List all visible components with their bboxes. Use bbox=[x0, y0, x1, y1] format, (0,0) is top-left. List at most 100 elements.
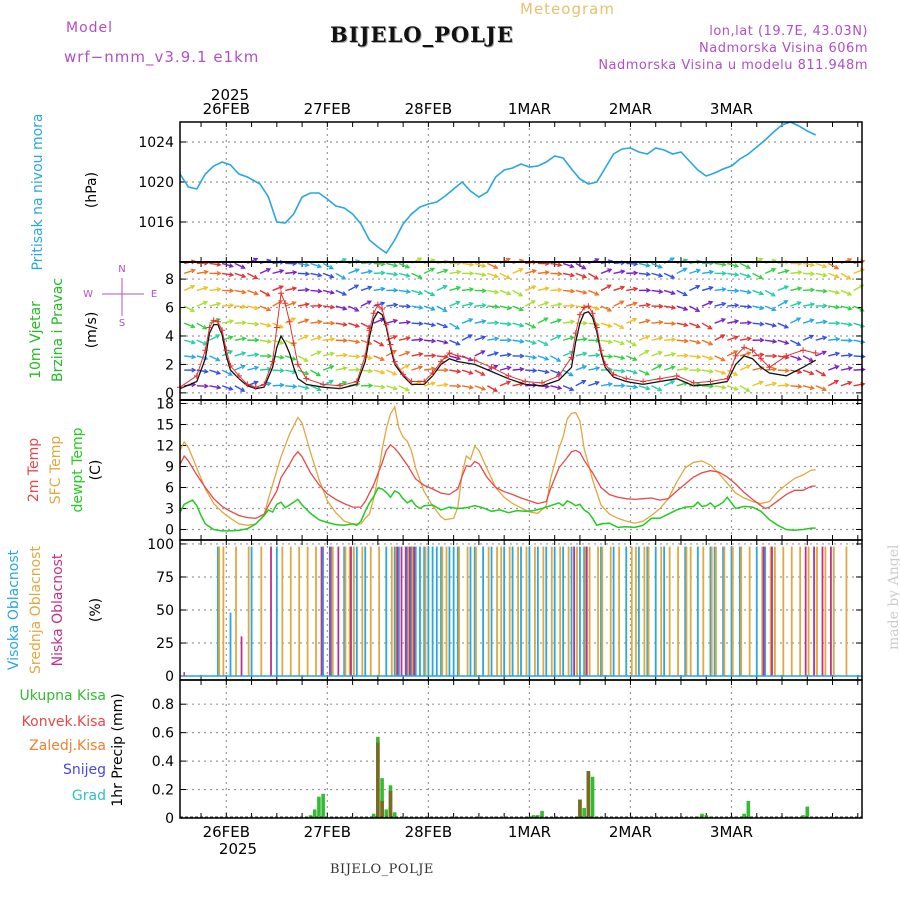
wind-barb-head bbox=[734, 272, 740, 277]
wind-barb bbox=[209, 385, 221, 389]
wind-barb-head bbox=[456, 269, 462, 275]
wind-barb-head bbox=[532, 368, 538, 373]
wind-barb-head bbox=[492, 387, 498, 392]
meteogram-label: Meteogram bbox=[520, 0, 615, 18]
wind-barb-head bbox=[481, 386, 487, 391]
wind-barb bbox=[398, 321, 410, 324]
wind-barb bbox=[828, 272, 839, 278]
wind-barb bbox=[600, 268, 612, 275]
wind-barb bbox=[803, 288, 815, 292]
wind-barb bbox=[651, 385, 662, 392]
wind-barb-head bbox=[809, 302, 816, 308]
precip-unit: 1hr Precip (mm) bbox=[110, 693, 126, 806]
top-date-tick-1MAR: 1MAR bbox=[508, 100, 551, 118]
wind-barb-head bbox=[454, 324, 461, 330]
wind-barb-head bbox=[229, 302, 235, 308]
wind-barb-head bbox=[784, 382, 791, 388]
wind-barb bbox=[840, 367, 852, 371]
wind-barb bbox=[651, 289, 663, 293]
wind-barb-head bbox=[431, 338, 437, 344]
wind-barb bbox=[701, 301, 713, 307]
wind-barb bbox=[310, 336, 322, 341]
wind-barb-head bbox=[518, 268, 524, 273]
wind-barb-head bbox=[720, 356, 726, 362]
wind-barb bbox=[487, 337, 499, 341]
wind-barb bbox=[563, 289, 575, 293]
wind-barb-head bbox=[418, 321, 424, 327]
wind-barb-head bbox=[469, 270, 475, 276]
wind-barb bbox=[550, 288, 562, 292]
wind-barb bbox=[802, 262, 815, 267]
wind-barb-head bbox=[279, 340, 285, 345]
wind-barb-head bbox=[443, 339, 449, 345]
wind-barb-head bbox=[783, 324, 790, 329]
wind-barb-head bbox=[644, 371, 651, 376]
wind-barb-head bbox=[657, 386, 663, 392]
wind-barb-head bbox=[480, 371, 486, 376]
precip-bar-mixed bbox=[586, 771, 591, 818]
top-date-tick-27FEB: 27FEB bbox=[304, 100, 351, 118]
wind-gust-marker bbox=[227, 362, 234, 369]
wind-barb-head bbox=[582, 289, 588, 295]
wind-barb bbox=[701, 355, 713, 360]
wind-barb-head bbox=[671, 337, 677, 343]
wind-barb bbox=[285, 287, 297, 292]
wind-barb bbox=[664, 322, 676, 325]
pressure-frame bbox=[179, 121, 863, 263]
wind-barb-head bbox=[316, 263, 323, 269]
wind-gust-marker bbox=[383, 321, 390, 328]
wind-barb-head bbox=[746, 289, 752, 295]
precip-bar bbox=[805, 806, 810, 818]
wind-barb bbox=[310, 262, 322, 268]
wind-barb-head bbox=[645, 385, 651, 391]
wind-barb bbox=[714, 369, 726, 375]
wind-barb bbox=[840, 305, 852, 310]
precip-bar bbox=[312, 809, 317, 818]
wind-barb bbox=[373, 369, 385, 374]
wind-barb-head bbox=[228, 263, 234, 268]
wind-barb bbox=[449, 301, 460, 307]
wind-barb bbox=[626, 385, 638, 388]
wind-barb bbox=[588, 322, 600, 326]
model-label: Model bbox=[66, 20, 114, 36]
wind-barb-head bbox=[431, 353, 437, 359]
wind-barb-head bbox=[809, 262, 816, 268]
wind-barb bbox=[221, 272, 234, 276]
wind-barb bbox=[209, 369, 221, 375]
wind-barb-head bbox=[418, 337, 424, 343]
wind-barb-head bbox=[330, 336, 336, 342]
cloud-panel: 0 25 50 75 100 bbox=[147, 537, 862, 685]
wind-barb-head bbox=[670, 380, 676, 385]
wind-barb bbox=[512, 322, 524, 327]
wind-barb bbox=[209, 302, 221, 307]
wind-barb-head bbox=[771, 268, 777, 273]
wind-barb-head bbox=[417, 257, 423, 262]
wind-gust-marker bbox=[610, 371, 617, 378]
wind-barb bbox=[676, 367, 688, 371]
wind-barb-head bbox=[278, 285, 284, 290]
wind-barb-head bbox=[469, 287, 475, 292]
wind-barb bbox=[828, 305, 840, 309]
wind-barb-head bbox=[822, 319, 828, 325]
wind-barb bbox=[310, 320, 322, 324]
wind-barb bbox=[815, 289, 827, 293]
wind-barb bbox=[651, 321, 663, 324]
wind-barb-head bbox=[847, 305, 853, 311]
wind-barb-head bbox=[683, 353, 690, 359]
wind-barb-head bbox=[530, 300, 536, 305]
wind-barb bbox=[550, 385, 562, 390]
wind-barb bbox=[828, 352, 840, 357]
pressure-ytick-label-1024: 1024 bbox=[138, 135, 174, 151]
wind-barb-head bbox=[669, 257, 675, 262]
wind-barb-head bbox=[228, 335, 234, 341]
wind-barb bbox=[272, 339, 284, 345]
wind-barb bbox=[802, 303, 814, 307]
wind-barb-head bbox=[834, 351, 841, 357]
wind-barb bbox=[550, 262, 562, 267]
precip-series: Ukupna Kisa Konvek.Kisa Zaledj.Kisa Snijeg G… bbox=[19, 688, 862, 818]
wind-barb-head bbox=[708, 300, 714, 306]
wind-barb bbox=[499, 289, 511, 295]
wind-barb bbox=[739, 365, 751, 371]
bottom-date-tick-28FEB: 28FEB bbox=[405, 823, 452, 841]
wind-barb bbox=[765, 368, 777, 371]
